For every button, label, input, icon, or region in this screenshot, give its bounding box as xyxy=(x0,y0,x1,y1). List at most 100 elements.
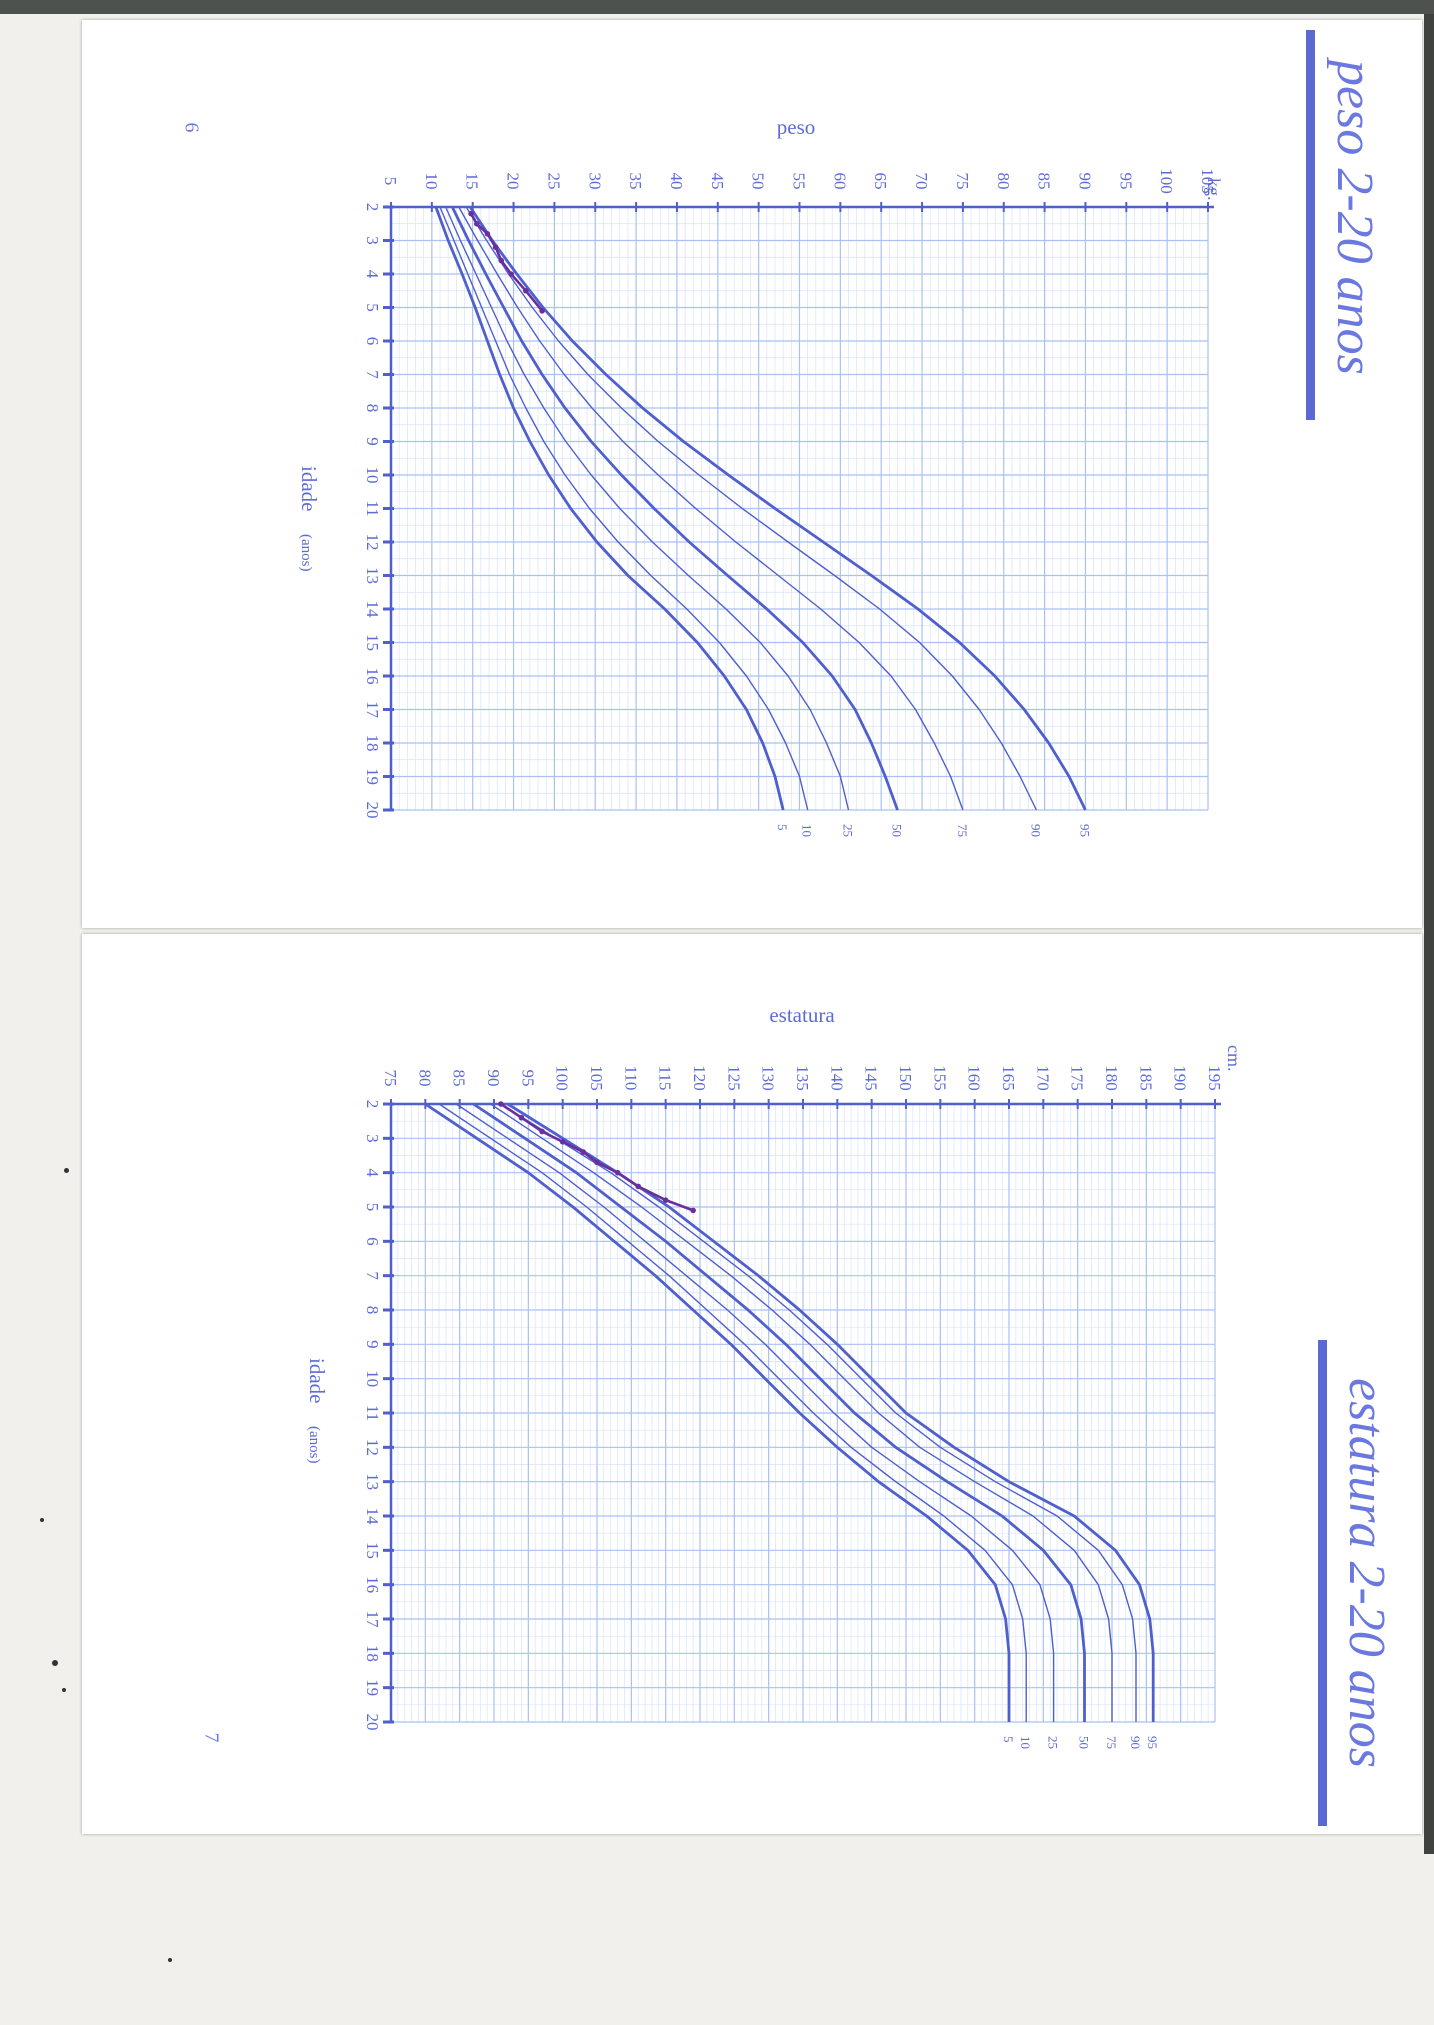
value-tick-label: 165 xyxy=(999,1065,1018,1091)
handwritten-record-point xyxy=(518,1114,525,1121)
percentile-75-curve xyxy=(458,206,964,811)
handwritten-record-line xyxy=(499,1102,695,1212)
value-tick-label: 160 xyxy=(965,1065,984,1091)
x-axis-label-estatura: idade xyxy=(305,1358,329,1403)
percentile-75-label: 75 xyxy=(955,824,970,837)
value-tick-label: 195 xyxy=(1205,1065,1224,1091)
value-tick-label: 5 xyxy=(381,177,400,186)
title-bar-peso xyxy=(1306,30,1315,420)
percentile-50-curve xyxy=(472,1102,1086,1722)
value-tick-label: 130 xyxy=(759,1065,778,1091)
value-tick-label: 180 xyxy=(1102,1065,1121,1091)
percentile-10-curve xyxy=(439,206,809,811)
title-bar-estatura xyxy=(1318,1340,1327,1826)
percentile-95-label: 95 xyxy=(1145,1736,1160,1749)
x-axis-sublabel-peso: (anos) xyxy=(298,534,314,572)
age-tick-label: 20 xyxy=(363,1714,382,1731)
value-tick-label: 145 xyxy=(862,1065,881,1091)
age-tick-label: 12 xyxy=(363,1439,382,1456)
age-tick-label: 6 xyxy=(363,1237,382,1246)
value-tick-label: 110 xyxy=(621,1066,640,1091)
age-tick-label: 7 xyxy=(363,1271,382,1280)
value-tick-label: 175 xyxy=(1068,1065,1087,1091)
percentile-50-label: 50 xyxy=(1077,1736,1092,1749)
value-tick-label: 100 xyxy=(1157,168,1176,194)
age-tick-label: 2 xyxy=(363,1100,382,1109)
age-tick-label: 5 xyxy=(363,303,382,312)
percentile-50-curve xyxy=(451,206,899,811)
handwritten-record-point xyxy=(508,271,514,277)
handwritten-record-point xyxy=(594,1159,600,1166)
age-tick-label: 11 xyxy=(363,500,382,516)
value-tick-label: 100 xyxy=(553,1065,572,1091)
percentile-50-label: 50 xyxy=(890,824,905,837)
age-tick-label: 17 xyxy=(363,701,382,719)
percentile-95-label: 95 xyxy=(1077,824,1092,837)
age-tick-label: 10 xyxy=(363,1370,382,1387)
age-tick-label: 8 xyxy=(363,1306,382,1315)
percentile-5-curve xyxy=(424,1102,1011,1722)
handwritten-record-point xyxy=(468,210,474,217)
value-tick-label: 150 xyxy=(896,1065,915,1091)
value-tick-label: 115 xyxy=(656,1066,675,1091)
scan-speck xyxy=(62,1688,66,1692)
page-estatura xyxy=(82,934,1422,1834)
value-tick-label: 95 xyxy=(518,1070,537,1087)
age-tick-label: 6 xyxy=(363,337,382,346)
age-tick-label: 11 xyxy=(363,1405,382,1421)
age-tick-label: 3 xyxy=(363,236,382,245)
age-tick-label: 19 xyxy=(363,768,382,785)
percentile-25-curve xyxy=(455,1103,1055,1722)
percentile-5-label: 5 xyxy=(775,824,790,831)
handwritten-record-point xyxy=(539,1128,545,1135)
percentile-5-label: 5 xyxy=(1001,1736,1016,1743)
scan-speck xyxy=(64,1168,69,1173)
percentile-90-curve xyxy=(500,1103,1137,1722)
value-tick-label: 30 xyxy=(585,173,604,190)
age-tick-label: 19 xyxy=(363,1679,382,1696)
age-tick-label: 4 xyxy=(363,1168,382,1177)
value-tick-label: 85 xyxy=(450,1070,469,1087)
percentile-95-curve xyxy=(506,1102,1155,1722)
value-tick-label: 35 xyxy=(626,173,645,190)
scan-speck xyxy=(52,1660,58,1666)
value-tick-label: 65 xyxy=(871,173,890,190)
value-tick-label: 75 xyxy=(953,173,972,190)
age-tick-label: 5 xyxy=(363,1203,382,1212)
percentile-75-curve xyxy=(490,1103,1113,1722)
handwritten-record-point xyxy=(614,1169,621,1176)
value-tick-label: 155 xyxy=(930,1065,949,1091)
value-tick-label: 50 xyxy=(749,173,768,190)
handwritten-record-point xyxy=(559,1138,566,1145)
handwritten-record-point xyxy=(484,231,491,237)
scan-speck xyxy=(168,1958,172,1962)
percentile-25-label: 25 xyxy=(841,824,856,837)
handwritten-record-point xyxy=(473,220,480,227)
unit-label-peso: kg. xyxy=(1204,178,1224,201)
age-tick-label: 9 xyxy=(363,1340,382,1349)
age-tick-label: 18 xyxy=(363,735,382,752)
value-tick-label: 55 xyxy=(790,173,809,190)
age-tick-label: 20 xyxy=(363,802,382,819)
value-tick-label: 45 xyxy=(708,173,727,190)
unit-label-estatura: cm. xyxy=(1224,1045,1244,1072)
value-tick-label: 60 xyxy=(830,173,849,190)
x-axis-label-peso: idade xyxy=(297,466,321,511)
value-tick-label: 20 xyxy=(504,173,523,190)
age-tick-label: 10 xyxy=(363,467,382,484)
value-tick-label: 10 xyxy=(422,173,441,190)
value-tick-label: 70 xyxy=(912,173,931,190)
handwritten-record-point xyxy=(580,1149,587,1155)
value-tick-label: 125 xyxy=(724,1065,743,1091)
scan-right-edge xyxy=(1424,14,1434,1854)
value-tick-label: 80 xyxy=(994,173,1013,190)
age-tick-label: 8 xyxy=(363,404,382,413)
value-tick-label: 80 xyxy=(415,1070,434,1087)
value-tick-label: 90 xyxy=(484,1070,503,1087)
value-tick-label: 95 xyxy=(1116,173,1135,190)
percentile-10-label: 10 xyxy=(1018,1736,1033,1749)
age-tick-label: 14 xyxy=(363,1508,382,1526)
age-tick-label: 16 xyxy=(363,668,382,685)
